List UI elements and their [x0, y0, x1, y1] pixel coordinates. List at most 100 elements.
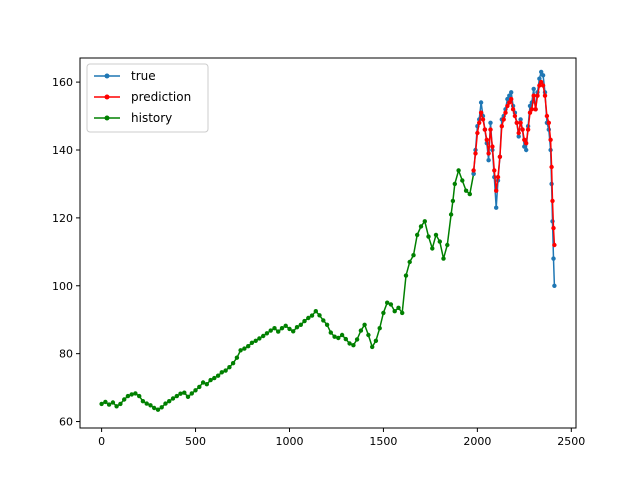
y-tick-label: 120	[52, 212, 73, 225]
legend-label: prediction	[131, 90, 191, 104]
data-point-history	[283, 323, 288, 328]
data-point-true	[531, 86, 536, 92]
y-tick-label: 80	[59, 348, 73, 361]
series-line-prediction	[472, 80, 556, 246]
data-point-history	[396, 305, 401, 310]
legend-item-true: true	[94, 69, 156, 83]
legend-label: history	[131, 111, 172, 125]
series-layer	[99, 69, 557, 412]
data-point-history	[140, 399, 146, 404]
data-point-prediction	[478, 110, 484, 115]
data-point-history	[182, 390, 187, 395]
data-point-history	[362, 322, 367, 327]
data-point-history	[370, 344, 375, 350]
data-point-history	[257, 336, 262, 341]
data-point-prediction	[533, 107, 538, 112]
data-point-history	[125, 393, 131, 399]
data-point-history	[122, 397, 127, 402]
data-point-history	[167, 399, 172, 404]
data-point-history	[193, 388, 198, 393]
data-point-history	[343, 336, 348, 342]
data-point-prediction	[546, 120, 551, 126]
data-point-true	[537, 76, 542, 81]
data-point-history	[204, 382, 209, 387]
y-axis: 60 80 100 120 140 160	[52, 76, 80, 429]
data-point-history	[133, 391, 138, 396]
legend-box	[86, 63, 209, 133]
data-point-prediction	[525, 127, 531, 132]
data-point-prediction	[490, 144, 495, 149]
data-point-true	[518, 117, 523, 122]
data-point-history	[200, 380, 206, 385]
data-point-prediction	[537, 83, 542, 88]
data-point-history	[339, 332, 345, 338]
data-point-history	[467, 191, 472, 197]
data-point-history	[381, 310, 386, 316]
data-point-prediction	[475, 130, 480, 136]
data-point-prediction	[510, 107, 516, 112]
data-point-history	[336, 335, 341, 341]
legend: true prediction history	[86, 63, 209, 133]
legend-item-history: history	[94, 111, 172, 125]
x-tick-label: 1000	[275, 435, 303, 448]
data-point-true	[509, 90, 514, 95]
data-point-prediction	[486, 151, 491, 156]
data-point-history	[294, 325, 300, 330]
data-point-true	[527, 103, 533, 109]
data-point-history	[411, 253, 416, 258]
data-point-prediction	[480, 117, 486, 122]
data-point-history	[170, 396, 176, 401]
data-point-history	[317, 313, 322, 318]
data-point-history	[403, 273, 409, 278]
data-point-history	[189, 391, 194, 396]
data-point-history	[298, 322, 303, 327]
data-point-history	[373, 338, 379, 343]
plot-frame	[79, 57, 577, 429]
data-point-prediction	[514, 120, 519, 126]
y-tick-label: 160	[52, 76, 73, 89]
data-point-history	[433, 232, 439, 238]
data-point-true	[471, 171, 476, 176]
data-point-history	[159, 405, 164, 410]
data-point-history	[422, 219, 427, 224]
data-point-prediction	[516, 130, 521, 136]
data-point-prediction	[497, 154, 503, 159]
data-point-history	[208, 377, 213, 383]
y-tick-label: 140	[52, 144, 73, 157]
data-point-history	[354, 337, 360, 342]
data-point-prediction	[482, 127, 488, 132]
data-point-history	[388, 302, 394, 307]
data-point-prediction	[535, 93, 540, 98]
data-point-history	[253, 338, 258, 343]
data-point-true	[551, 256, 556, 261]
data-point-history	[174, 393, 179, 399]
data-point-prediction	[488, 127, 493, 132]
data-point-history	[155, 407, 161, 412]
data-point-prediction	[512, 113, 518, 119]
data-point-history	[234, 355, 240, 360]
data-point-prediction	[507, 100, 512, 105]
x-tick-label: 0	[98, 435, 105, 448]
data-point-true	[494, 205, 499, 210]
series-history	[99, 167, 476, 412]
data-point-history	[358, 328, 364, 333]
data-point-prediction	[471, 168, 476, 173]
data-point-history	[238, 348, 243, 353]
data-point-prediction	[473, 151, 478, 156]
data-point-prediction	[520, 127, 525, 132]
data-point-true	[522, 144, 527, 149]
data-point-history	[227, 365, 232, 370]
data-point-prediction	[527, 110, 533, 115]
data-point-history	[418, 224, 424, 229]
data-point-history	[279, 326, 285, 331]
data-point-history	[291, 329, 296, 334]
data-point-history	[426, 234, 431, 239]
data-point-history	[178, 391, 183, 396]
legend-swatch-marker	[104, 115, 110, 121]
data-point-history	[152, 405, 157, 411]
data-point-history	[385, 300, 390, 305]
data-point-prediction	[524, 141, 529, 146]
data-point-true	[507, 93, 512, 98]
data-point-true	[516, 134, 521, 139]
data-point-prediction	[539, 79, 544, 85]
